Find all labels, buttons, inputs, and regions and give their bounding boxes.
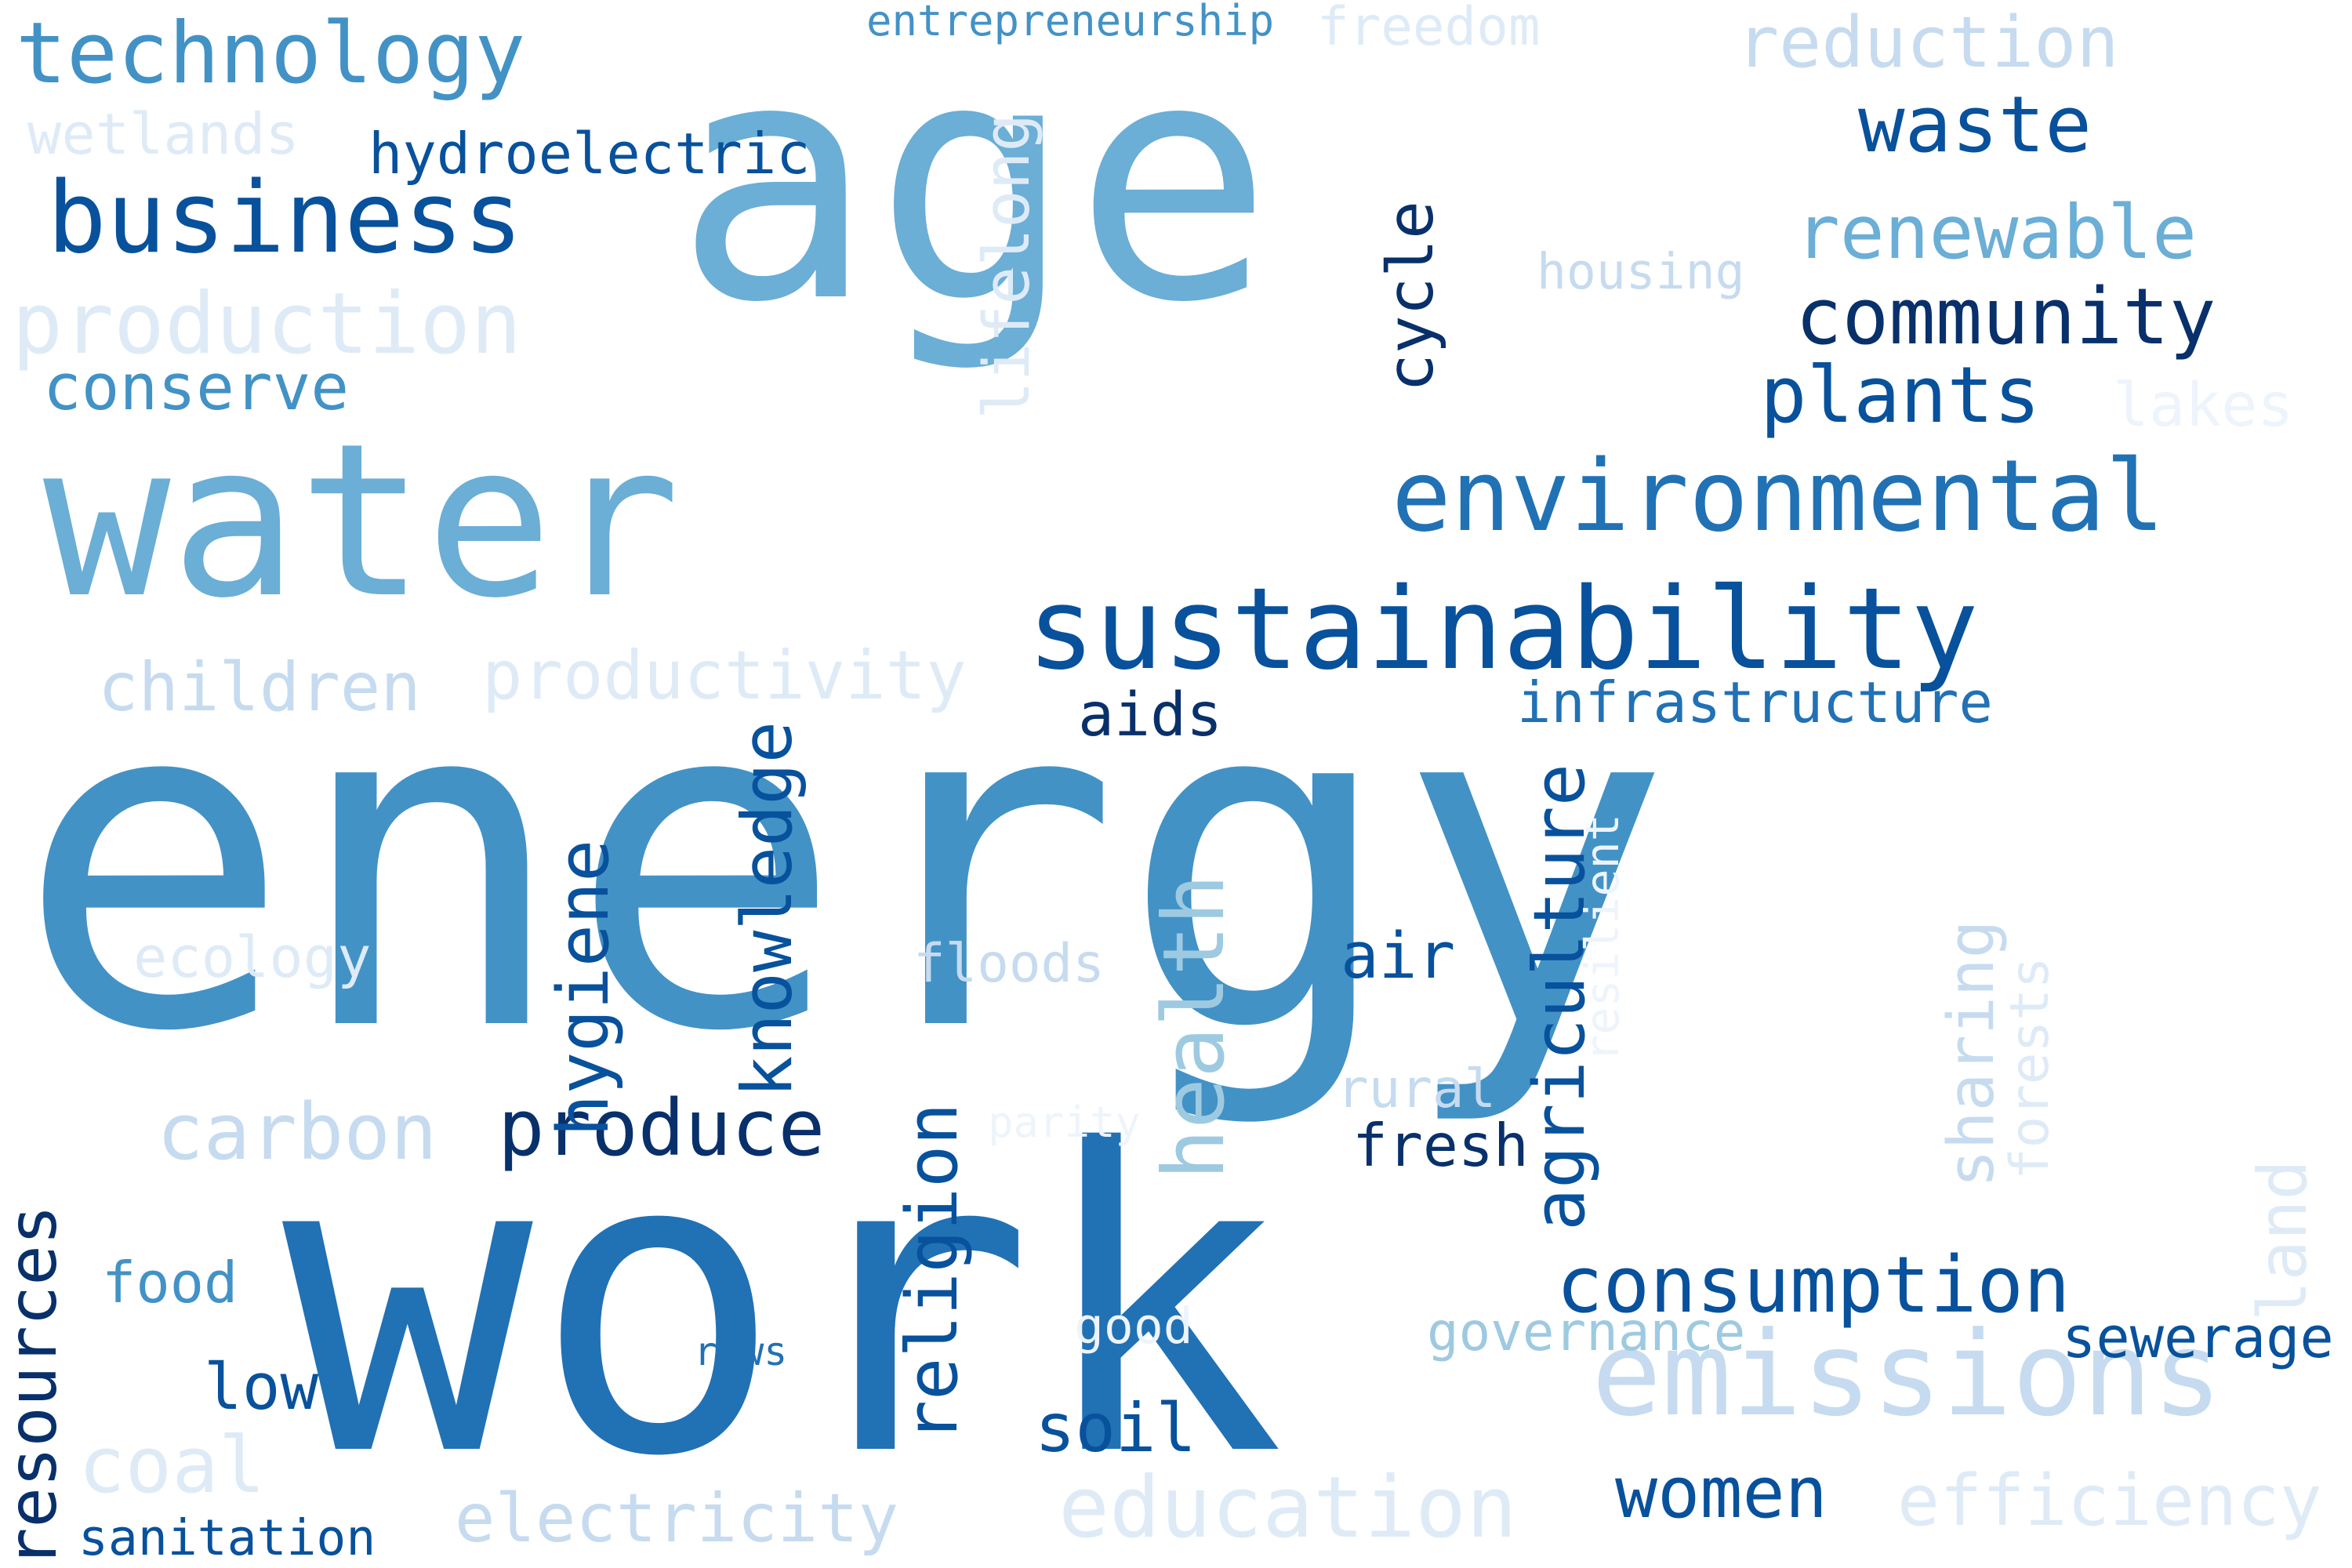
word-fresh: fresh — [1352, 1112, 1529, 1180]
word-sewerage: sewerage — [2062, 1305, 2334, 1370]
word-business: business — [47, 160, 523, 275]
word-ecology: ecology — [133, 924, 372, 990]
word-productivity: productivity — [482, 637, 967, 715]
word-reduction: reduction — [1737, 2, 2119, 84]
word-parity: parity — [988, 1098, 1142, 1147]
word-community: community — [1795, 272, 2216, 362]
word-religion: religion — [891, 1102, 974, 1443]
word-aids: aids — [1078, 681, 1223, 750]
word-wetlands: wetlands — [27, 101, 299, 167]
word-energy: energy — [16, 597, 1673, 1131]
word-emissions: emissions — [1592, 1307, 2223, 1443]
word-sharing: sharing — [1935, 920, 2009, 1188]
word-renewable: renewable — [1795, 190, 2198, 276]
word-health: health — [1145, 873, 1243, 1180]
word-food: food — [102, 1250, 238, 1316]
word-lifelong: lifelong — [971, 113, 1044, 419]
word-waste: waste — [1858, 80, 2092, 170]
word-governance: governance — [1427, 1301, 1746, 1363]
word-efficiency: efficiency — [1897, 1460, 2322, 1542]
word-work: work — [282, 1063, 1285, 1548]
word-production: production — [12, 275, 522, 373]
word-coal: coal — [78, 1421, 266, 1511]
word-technology: technology — [16, 5, 526, 103]
word-cycle: cycle — [1374, 201, 1448, 392]
word-conserve: conserve — [43, 351, 350, 425]
word-good: good — [1074, 1298, 1193, 1355]
word-infrastructure: infrastructure — [1517, 670, 1993, 735]
word-freedom: freedom — [1317, 0, 1541, 57]
word-housing: housing — [1537, 243, 1745, 300]
word-knowledge: knowledge — [727, 720, 808, 1098]
word-carbon: carbon — [157, 1087, 437, 1178]
word-hygiene: hygiene — [543, 839, 625, 1137]
word-plants: plants — [1760, 350, 2041, 441]
word-rural: rural — [1337, 1058, 1497, 1120]
word-electricity: electricity — [455, 1480, 899, 1558]
word-hydroelectric: hydroelectric — [368, 121, 811, 187]
word-entrepreneurship: entrepreneurship — [866, 0, 1275, 45]
word-children: children — [98, 649, 421, 727]
word-resources: resources — [0, 1204, 72, 1568]
word-rows: rows — [694, 1329, 788, 1374]
word-water: water — [43, 397, 681, 644]
word-sanitation: sanitation — [78, 1509, 376, 1566]
word-sustainability: sustainability — [1027, 563, 1979, 695]
word-land: land — [2245, 1160, 2322, 1321]
word-lakes: lakes — [2113, 371, 2294, 441]
word-forests: forests — [1998, 956, 2060, 1180]
word-resilient: resilient — [1576, 814, 1629, 1062]
word-produce: produce — [498, 1083, 826, 1174]
word-education: education — [1058, 1459, 1518, 1557]
word-floods: floods — [913, 932, 1105, 994]
word-low: low — [204, 1351, 319, 1425]
word-air: air — [1341, 920, 1456, 993]
word-soil: soil — [1035, 1390, 1196, 1468]
word-environmental: environmental — [1392, 438, 2165, 554]
word-age: age — [674, 0, 1274, 375]
word-consumption: consumption — [1556, 1240, 2071, 1330]
word-women: women — [1615, 1452, 1828, 1534]
